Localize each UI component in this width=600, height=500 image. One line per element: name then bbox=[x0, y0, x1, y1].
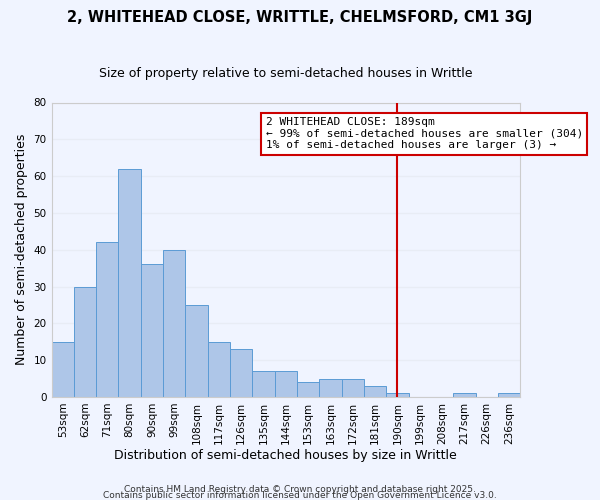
Bar bbox=[208, 342, 230, 397]
Y-axis label: Number of semi-detached properties: Number of semi-detached properties bbox=[15, 134, 28, 366]
Bar bbox=[96, 242, 118, 397]
Bar bbox=[230, 349, 253, 397]
Bar bbox=[253, 371, 275, 397]
Text: 2, WHITEHEAD CLOSE, WRITTLE, CHELMSFORD, CM1 3GJ: 2, WHITEHEAD CLOSE, WRITTLE, CHELMSFORD,… bbox=[67, 10, 533, 25]
Bar bbox=[52, 342, 74, 397]
Bar bbox=[74, 286, 96, 397]
Title: Size of property relative to semi-detached houses in Writtle: Size of property relative to semi-detach… bbox=[99, 68, 473, 80]
Bar bbox=[364, 386, 386, 397]
Bar bbox=[319, 378, 341, 397]
Text: 2 WHITEHEAD CLOSE: 189sqm
← 99% of semi-detached houses are smaller (304)
1% of : 2 WHITEHEAD CLOSE: 189sqm ← 99% of semi-… bbox=[266, 117, 583, 150]
Bar bbox=[185, 305, 208, 397]
Bar bbox=[297, 382, 319, 397]
Bar bbox=[498, 394, 520, 397]
Bar bbox=[118, 169, 141, 397]
Bar bbox=[341, 378, 364, 397]
X-axis label: Distribution of semi-detached houses by size in Writtle: Distribution of semi-detached houses by … bbox=[115, 450, 457, 462]
Bar bbox=[141, 264, 163, 397]
Text: Contains HM Land Registry data © Crown copyright and database right 2025.: Contains HM Land Registry data © Crown c… bbox=[124, 485, 476, 494]
Bar bbox=[163, 250, 185, 397]
Text: Contains public sector information licensed under the Open Government Licence v3: Contains public sector information licen… bbox=[103, 490, 497, 500]
Bar bbox=[275, 371, 297, 397]
Bar bbox=[386, 394, 409, 397]
Bar bbox=[453, 394, 476, 397]
